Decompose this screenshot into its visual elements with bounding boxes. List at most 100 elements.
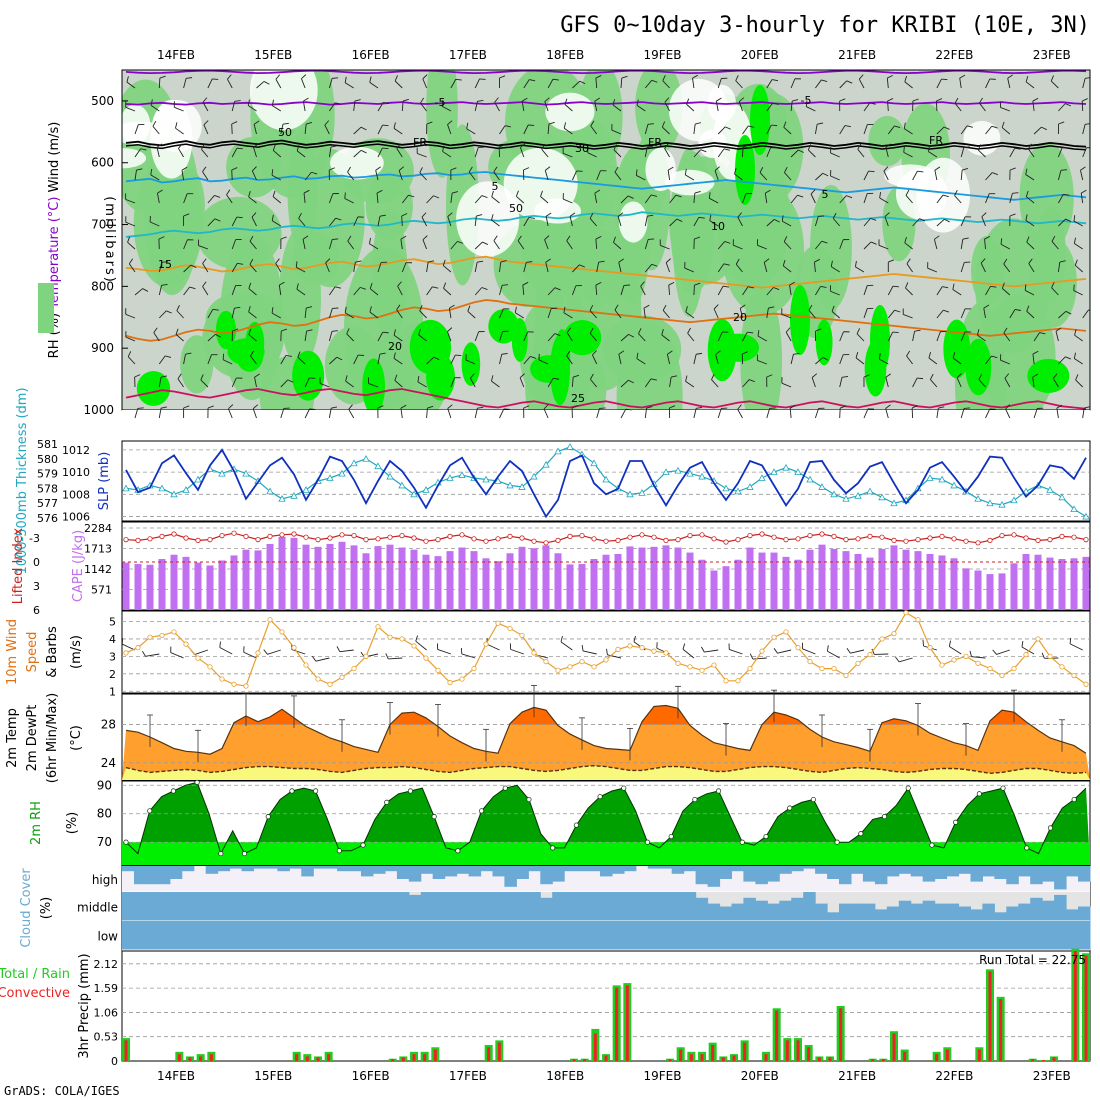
wind-barb-flag [499,75,506,79]
cloud-high-bar [743,866,756,882]
cloud-middle-bar [145,892,159,921]
rh-dry-blob [330,146,384,180]
lifted-index-line-marker [219,532,225,539]
wind-barb [887,100,889,112]
wind-barb-flag [563,122,567,129]
wind-barb [231,377,237,388]
wind-barb [1026,310,1035,319]
cloud-low-bar [862,921,876,950]
wind-barb [401,100,404,112]
wind-barb [417,153,427,158]
wind10-ylabel-3: & Barbs [45,626,60,678]
cloud-high-bar [468,866,482,877]
wind-barb [784,172,792,181]
cloud-high-bar [970,866,983,882]
wind-barb [927,267,938,273]
wind10-tick-label: 5 [109,615,116,628]
precip-convective-bar [988,971,992,1061]
wind-barb-flag [772,79,779,82]
wind-barb [1009,309,1016,319]
wind-barb-flag [892,285,899,288]
cloud-high-bar [767,866,780,882]
upper-air-ylabel: RH (%) Temperature (°C) Wind (m/s)(milli… [38,122,117,358]
wind-barb-flag [640,281,645,287]
thickness-line-marker [938,475,946,483]
precip-convective-bar [423,1054,427,1061]
wind-barb [540,196,549,204]
wind-barb-flag [175,328,179,335]
wind-barb [447,216,452,227]
precip-plot: 00.531.061.592.12 Run Total = 22.75Total … [0,948,1090,1068]
wind-barb [545,216,549,227]
wind-barb-flag [885,143,891,148]
wind-barb [830,175,840,181]
precip-legend-total: Total / Rain [0,967,70,982]
wind-barb [1002,288,1011,296]
cloud-high-bar [408,866,422,882]
cloud-middle-bar [982,903,995,921]
wind-barb-flag [455,354,462,356]
wind-barb [158,262,163,273]
wind-barb [717,331,723,342]
wind-barb-flag [369,237,371,244]
cloud-low-bar [289,921,302,950]
cloud-high-bar [349,866,362,872]
wind-barb [808,149,816,158]
wind-barb [247,105,257,112]
wind10-barb [850,649,865,654]
wind-barb-flag [856,328,861,334]
wind-barb [1082,309,1089,319]
wind-barb-flag [190,264,197,269]
rh-saturated-blob [965,338,992,396]
wind-barb-flag [962,237,969,240]
wind-barb-flag [636,352,639,359]
wind-barb-flag [846,80,853,84]
wind-barb-flag [275,258,280,264]
cape-bar [890,545,898,610]
thickness-tick-label: 580 [37,453,58,466]
wind-barb [202,263,209,273]
lifted-index-line-marker [255,536,261,543]
thickness-line-marker [1058,493,1066,501]
wind-barb-flag [573,374,580,378]
wind10-speed-line-marker [1059,664,1065,670]
rh-saturated-blob [815,319,833,366]
wind-barb [960,239,964,250]
cloud-middle-bar [862,903,876,921]
precip-convective-bar [593,1033,597,1061]
wind-barb [783,126,792,135]
cloud-middle-bar [504,892,517,921]
precip-convective-bar [689,1054,693,1061]
cloud-high-bar [707,866,721,887]
cloud-middle-bar [241,892,254,921]
precip-convective-bar [433,1049,437,1061]
cloud-high-bar [659,866,673,869]
wind10-barb [560,641,573,651]
wind-barb [401,262,407,273]
wind-barb-flag [1028,258,1033,264]
wind10-barb [267,649,281,655]
cloud-high-bar [552,866,565,882]
wind-barb [302,239,306,250]
cloud-low-bar [767,921,780,950]
lifted-index-line-marker [915,536,921,543]
lifted-index-line-marker [1047,536,1053,543]
cloud-high-bar [815,866,828,874]
wind10-speed-line-marker [1047,653,1053,659]
wind-barb-flag [662,75,666,81]
wind-barb-flag [528,216,535,219]
wind-barb-flag [904,75,908,82]
wind10-barb [971,656,986,659]
thickness-line-marker [458,471,466,478]
wind-barb [396,309,403,319]
wind-barb-flag [943,126,950,130]
wind-barb [231,123,233,135]
cloud-low-bar [683,921,697,950]
wind-barb-flag [158,236,165,240]
wind10-tick-label: 4 [109,633,116,646]
wind-barb [686,103,695,112]
lifted-tick-label: 0 [33,556,40,569]
date-tick-top: 19FEB [644,48,682,62]
lifted-index-line-marker [339,532,345,538]
